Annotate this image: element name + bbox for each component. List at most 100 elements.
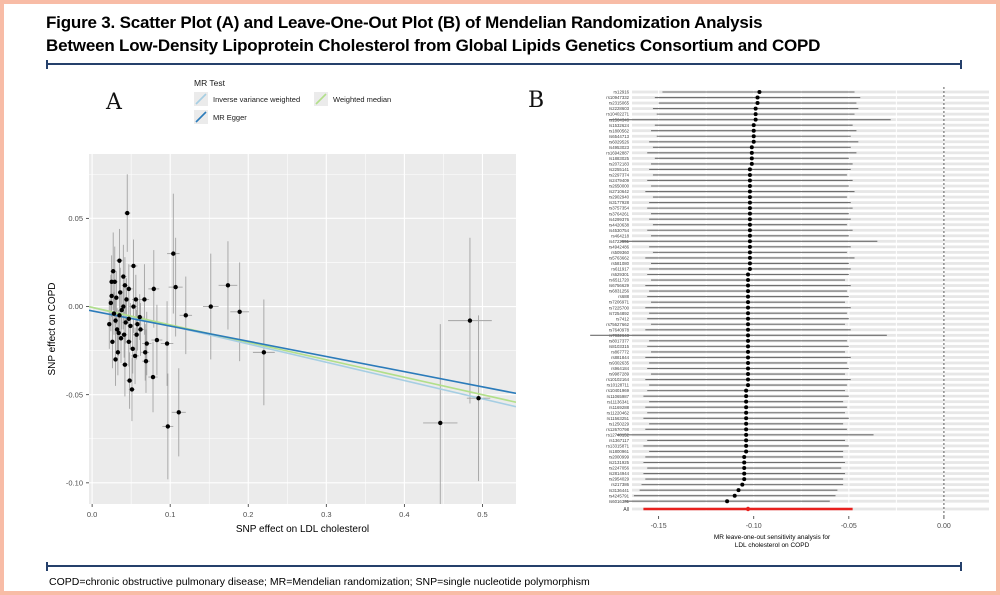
estimate-dot — [746, 333, 751, 338]
data-point — [119, 307, 124, 313]
forest-row: rs16942887 — [606, 150, 857, 155]
data-point — [144, 341, 149, 346]
forest-row: rs9987289 — [609, 372, 846, 377]
data-point — [118, 336, 124, 341]
x-tick-label: -0.05 — [841, 523, 857, 530]
forest-row: rs4299376 — [609, 217, 851, 222]
data-point — [107, 321, 112, 327]
data-point — [138, 327, 143, 332]
forest-row: rs11563251 — [607, 416, 849, 421]
estimate-dot — [746, 322, 751, 327]
gridlines — [89, 154, 516, 504]
snp-label: rs9302635 — [609, 361, 630, 366]
estimate-dot — [744, 405, 749, 410]
snp-label: rs11220462 — [607, 410, 630, 415]
forest-row: rs867772 — [611, 350, 846, 355]
snp-label: rs5763662 — [609, 256, 630, 261]
snp-label: rs2255141 — [609, 167, 630, 172]
forest-row: rs10401969 — [606, 388, 846, 393]
snp-label: rs11065987 — [607, 394, 630, 399]
forest-row: rs881844 — [611, 355, 851, 360]
estimate-dot — [747, 255, 752, 260]
snp-label: rs4530754 — [609, 228, 630, 233]
figure-title: Figure 3. Scatter Plot (A) and Leave-One… — [46, 11, 966, 57]
legend-title: MR Test — [194, 78, 226, 88]
estimate-dot — [744, 399, 749, 404]
estimate-dot — [746, 377, 751, 382]
forest-row: rs7640978 — [609, 327, 851, 332]
data-point — [113, 357, 118, 362]
estimate-dot — [747, 266, 752, 271]
forest-row: rs3764261 — [609, 211, 849, 216]
y-tick-label: 0.05 — [68, 214, 83, 223]
snp-label: rs509360 — [611, 250, 630, 255]
all-label: All — [623, 507, 629, 513]
snp-label: rs1800961 — [609, 449, 630, 454]
snp-label: rs4942486 — [609, 244, 630, 249]
snp-label: rs1250229 — [609, 421, 630, 426]
estimate-dot — [747, 233, 752, 238]
estimate-dot — [753, 106, 758, 111]
forest-row: rs2902940 — [609, 195, 847, 200]
snp-label: rs4953023 — [609, 145, 630, 150]
estimate-dot — [747, 261, 752, 266]
estimate-dot — [747, 178, 752, 183]
snp-label: rs2315065 — [609, 101, 630, 106]
snp-label: rs2479409 — [609, 178, 630, 183]
forest-row: rs2131925 — [609, 460, 846, 465]
data-point — [113, 318, 118, 323]
snp-label: rs611917 — [611, 267, 629, 272]
forest-row: rs688 — [618, 294, 849, 299]
snp-label: rs6029526 — [609, 139, 630, 144]
estimate-dot — [746, 316, 751, 321]
estimate-dot — [746, 327, 751, 332]
snp-label: rs3177928 — [609, 200, 630, 205]
forest-row: rs1800961 — [609, 449, 844, 454]
data-point — [237, 309, 242, 315]
snp-label: rs12916 — [613, 90, 629, 95]
snp-label: rs6511720 — [609, 278, 630, 283]
snp-label: rs10947332 — [606, 95, 629, 100]
x-tick-label: -0.15 — [651, 523, 667, 530]
forest-row: rs1367117 — [609, 438, 846, 443]
forest-row: rs11220462 — [607, 410, 846, 415]
snp-label: rs867772 — [611, 350, 630, 355]
forest-row: rs6029526 — [609, 139, 859, 144]
forest-row: rs581080 — [611, 261, 849, 266]
forest-row: rs4942486 — [609, 244, 851, 249]
estimate-dot — [744, 410, 749, 415]
figure-title-line2: Between Low-Density Lipoprotein Choleste… — [46, 36, 821, 55]
x-axis-title-line2: LDL cholesterol on COPD — [735, 542, 810, 549]
forest-row: rs509360 — [611, 250, 847, 255]
snp-label: rs7206971 — [609, 300, 630, 305]
panel-a-label: A — [106, 90, 122, 115]
data-point — [108, 300, 114, 306]
data-point — [135, 321, 140, 327]
forest-row: rs7225700 — [609, 305, 851, 310]
forest-row: rs2255141 — [609, 167, 851, 172]
x-tick-label: 0.00 — [937, 523, 951, 530]
data-point — [134, 332, 139, 337]
rule-endcap-right — [960, 60, 962, 69]
data-point — [137, 314, 142, 320]
snp-label: rs688 — [618, 294, 629, 299]
forest-row: rs10947332 — [606, 95, 861, 100]
estimate-dot — [742, 477, 747, 482]
forest-row: rs629301 — [611, 272, 849, 277]
estimate-dot — [747, 250, 752, 255]
forest-row: rs11065987 — [607, 394, 849, 399]
estimate-dot — [755, 101, 760, 106]
x-tick-label: 0.2 — [243, 510, 253, 519]
snp-label: rs1367117 — [609, 438, 630, 443]
data-point — [128, 323, 133, 329]
snp-label: rs1169288 — [609, 405, 630, 410]
data-point — [109, 293, 114, 299]
forest-row: rs2710642 — [609, 189, 855, 194]
rule-endcap-right — [960, 562, 962, 571]
snp-label: rs2131925 — [609, 460, 630, 465]
estimate-dot — [747, 195, 752, 200]
title-divider-rule — [46, 60, 962, 69]
forest-row: rs8103315 — [609, 344, 849, 349]
snp-label: rs3764261 — [609, 211, 630, 216]
